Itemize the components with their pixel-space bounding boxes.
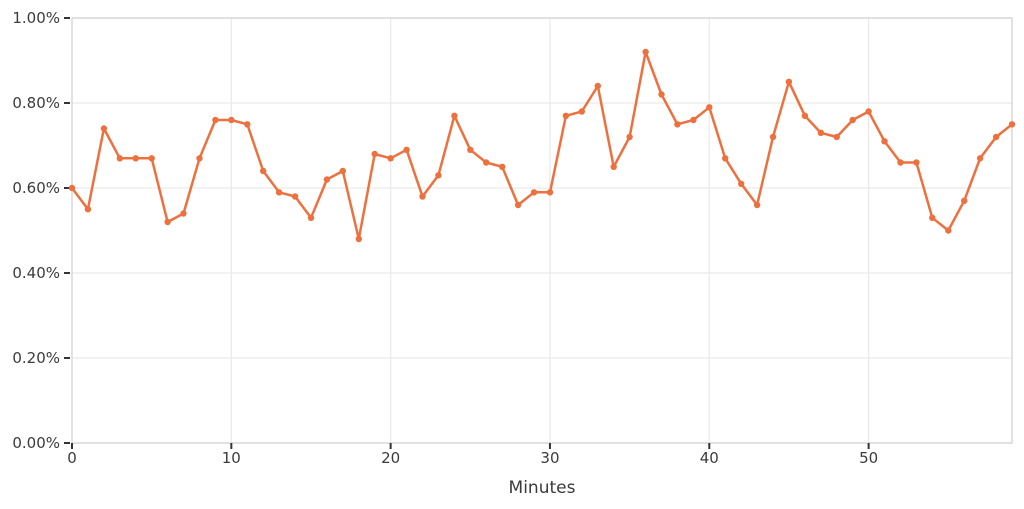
data-point bbox=[897, 159, 904, 166]
x-tick-label: 0 bbox=[67, 449, 77, 467]
data-point bbox=[514, 201, 522, 209]
data-point bbox=[753, 201, 761, 209]
x-tick-label: 20 bbox=[381, 449, 400, 467]
data-point bbox=[275, 189, 283, 196]
data-point bbox=[562, 112, 570, 120]
data-point bbox=[387, 155, 394, 162]
data-point bbox=[706, 104, 713, 111]
data-point bbox=[196, 155, 203, 162]
data-point bbox=[801, 112, 809, 120]
y-tick-label: 0.40% bbox=[12, 264, 60, 282]
data-point bbox=[961, 197, 968, 204]
data-point bbox=[658, 91, 665, 98]
line-series bbox=[70, 50, 1014, 241]
data-point bbox=[451, 112, 458, 120]
data-point bbox=[371, 150, 378, 158]
data-point bbox=[148, 155, 155, 162]
series-layer bbox=[68, 48, 1016, 243]
data-point bbox=[722, 155, 729, 162]
data-point bbox=[228, 116, 235, 124]
data-point bbox=[339, 167, 346, 175]
data-point bbox=[244, 121, 251, 128]
data-point bbox=[992, 133, 1000, 141]
data-point bbox=[738, 180, 745, 187]
data-point bbox=[116, 155, 124, 162]
data-point bbox=[403, 146, 410, 153]
axes-frame bbox=[71, 17, 1013, 444]
x-tick-label: 30 bbox=[540, 449, 559, 467]
data-point bbox=[642, 48, 649, 56]
data-point bbox=[833, 133, 840, 141]
data-point bbox=[913, 159, 920, 166]
y-tick-label: 0.60% bbox=[12, 179, 60, 197]
y-tick-label: 1.00% bbox=[12, 9, 60, 27]
data-point bbox=[483, 159, 490, 166]
data-point bbox=[100, 125, 108, 132]
data-point bbox=[68, 184, 76, 192]
data-point bbox=[849, 116, 856, 124]
data-point bbox=[881, 138, 888, 145]
data-point bbox=[865, 108, 872, 115]
data-point bbox=[690, 116, 697, 124]
data-point bbox=[976, 155, 984, 162]
data-point bbox=[945, 227, 952, 234]
data-point bbox=[212, 116, 219, 124]
data-point bbox=[260, 167, 267, 175]
x-tick-label: 10 bbox=[222, 449, 241, 467]
y-tick-label: 0.20% bbox=[12, 349, 60, 367]
data-point bbox=[817, 129, 824, 136]
data-point bbox=[84, 206, 92, 213]
y-tick-label: 0.80% bbox=[12, 94, 60, 112]
data-point bbox=[355, 235, 362, 243]
data-point bbox=[929, 214, 936, 221]
data-point bbox=[1008, 121, 1016, 128]
data-point bbox=[594, 82, 601, 90]
data-point bbox=[323, 176, 331, 183]
data-point bbox=[578, 108, 585, 115]
grid-layer bbox=[72, 17, 1012, 444]
data-point bbox=[499, 163, 506, 170]
data-point bbox=[785, 78, 793, 86]
data-point bbox=[769, 133, 777, 141]
data-point bbox=[467, 146, 474, 153]
data-point bbox=[674, 121, 681, 128]
plot-border bbox=[71, 17, 1013, 444]
data-point bbox=[530, 189, 538, 196]
data-point bbox=[291, 193, 299, 200]
data-point bbox=[164, 218, 171, 226]
x-axis-title: Minutes bbox=[509, 478, 576, 498]
data-point bbox=[435, 172, 442, 179]
y-tick-label: 0.00% bbox=[12, 434, 60, 452]
data-point bbox=[419, 193, 426, 200]
data-point bbox=[307, 214, 315, 221]
data-point bbox=[180, 210, 187, 217]
x-tick-label: 50 bbox=[859, 449, 878, 467]
data-point bbox=[132, 155, 139, 162]
data-point bbox=[546, 189, 554, 196]
x-tick-label: 40 bbox=[700, 449, 719, 467]
data-point bbox=[610, 163, 617, 170]
data-point bbox=[626, 133, 633, 141]
tick-layer: 0.00% 0.20% 0.40% 0.60% 0.80% 1.00% 0 10 20 30 40 5… bbox=[12, 9, 878, 467]
